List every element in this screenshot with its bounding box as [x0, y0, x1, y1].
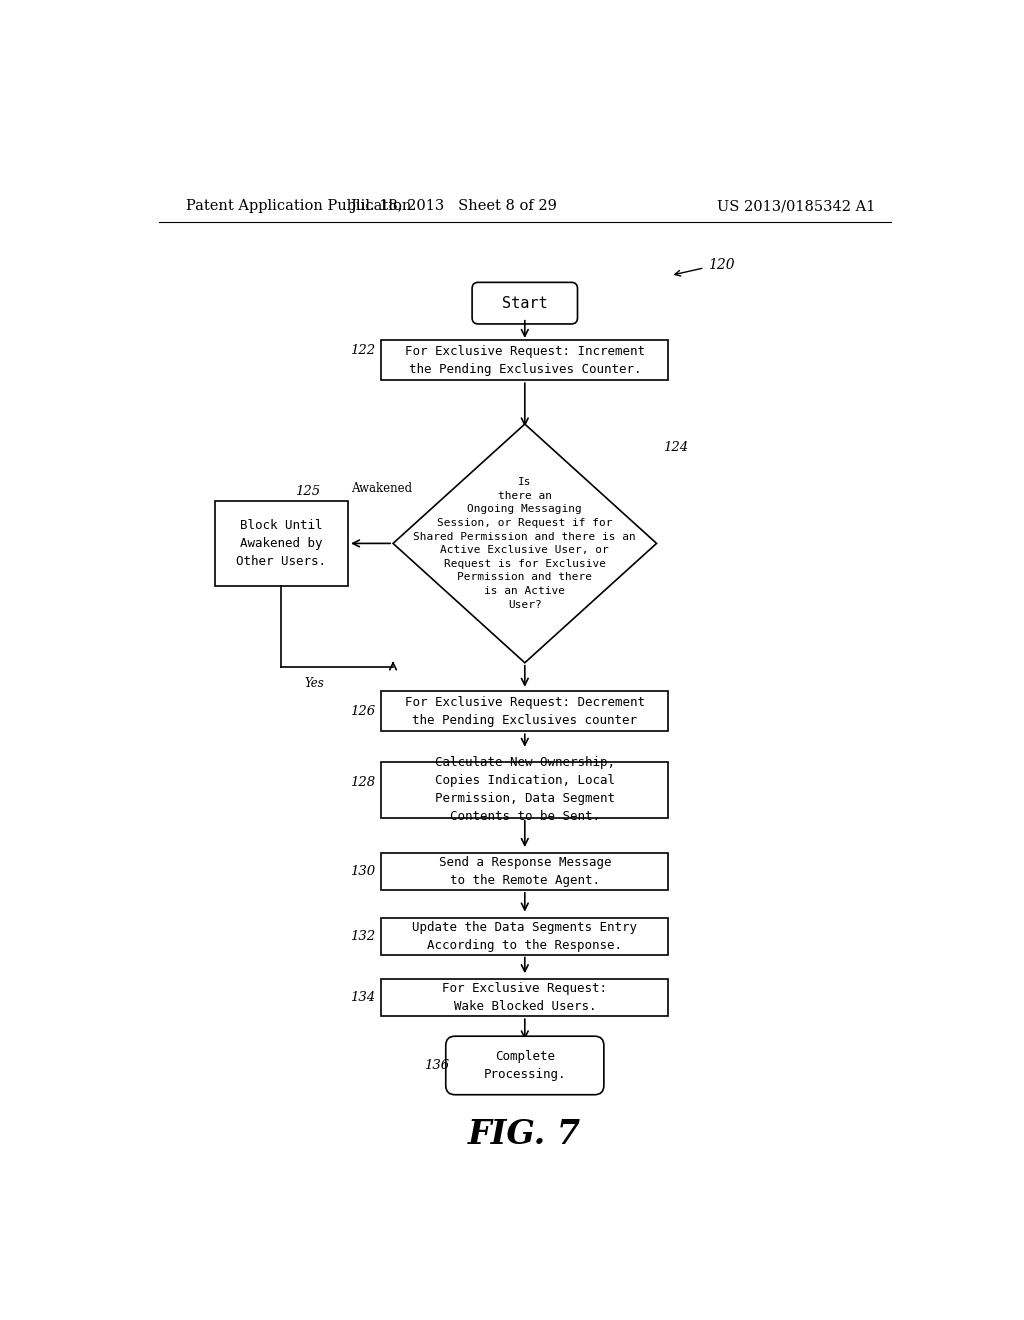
Text: Complete
Processing.: Complete Processing.: [483, 1049, 566, 1081]
FancyBboxPatch shape: [381, 979, 669, 1016]
Text: 128: 128: [350, 776, 375, 788]
FancyBboxPatch shape: [381, 853, 669, 890]
Text: Awakened: Awakened: [351, 482, 413, 495]
Text: FIG. 7: FIG. 7: [468, 1118, 582, 1151]
FancyBboxPatch shape: [381, 692, 669, 731]
FancyBboxPatch shape: [215, 502, 348, 586]
Text: Yes: Yes: [305, 677, 325, 689]
Text: Is
there an
Ongoing Messaging
Session, or Request if for
Shared Permission and t: Is there an Ongoing Messaging Session, o…: [414, 478, 636, 610]
Text: US 2013/0185342 A1: US 2013/0185342 A1: [717, 199, 876, 213]
Text: 130: 130: [350, 865, 375, 878]
FancyBboxPatch shape: [381, 917, 669, 954]
Text: Start: Start: [502, 296, 548, 310]
FancyBboxPatch shape: [381, 762, 669, 817]
Text: 124: 124: [663, 441, 688, 454]
Text: 122: 122: [350, 345, 375, 358]
Text: For Exclusive Request: Decrement
the Pending Exclusives counter: For Exclusive Request: Decrement the Pen…: [404, 696, 645, 727]
Text: For Exclusive Request: Increment
the Pending Exclusives Counter.: For Exclusive Request: Increment the Pen…: [404, 345, 645, 376]
Text: 136: 136: [424, 1059, 449, 1072]
Text: 120: 120: [708, 257, 734, 272]
Text: Block Until
Awakened by
Other Users.: Block Until Awakened by Other Users.: [237, 519, 327, 568]
Text: Patent Application Publication: Patent Application Publication: [186, 199, 412, 213]
Text: Send a Response Message
to the Remote Agent.: Send a Response Message to the Remote Ag…: [438, 855, 611, 887]
Text: Calculate New Ownership,
Copies Indication, Local
Permission, Data Segment
Conte: Calculate New Ownership, Copies Indicati…: [435, 756, 614, 824]
Text: 126: 126: [350, 705, 375, 718]
Polygon shape: [393, 424, 656, 663]
FancyBboxPatch shape: [381, 341, 669, 380]
Text: 134: 134: [350, 991, 375, 1005]
FancyBboxPatch shape: [472, 282, 578, 323]
Text: Update the Data Segments Entry
According to the Response.: Update the Data Segments Entry According…: [413, 920, 637, 952]
Text: 125: 125: [295, 486, 321, 499]
Text: For Exclusive Request:
Wake Blocked Users.: For Exclusive Request: Wake Blocked User…: [442, 982, 607, 1014]
FancyBboxPatch shape: [445, 1036, 604, 1094]
Text: 132: 132: [350, 929, 375, 942]
Text: Jul. 18, 2013   Sheet 8 of 29: Jul. 18, 2013 Sheet 8 of 29: [350, 199, 557, 213]
